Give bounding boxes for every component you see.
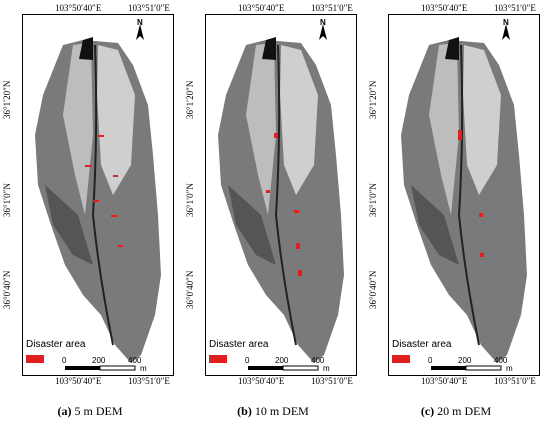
disaster-patch [118,245,123,247]
legend-swatch [26,355,44,363]
lat-label-left-top: 36°1′20″N [185,80,195,120]
legend-label: Disaster area [26,339,86,350]
map-panel-20m: 103°50′40″E 103°51′0″E 36°1′20″N 36°1′0″… [366,0,546,424]
panel-caption: (a) 5 m DEM [57,404,123,418]
lon-label-bottom-right: 103°51′0″E [128,376,170,386]
scale-tick-200: 200 [92,356,106,365]
scale-tick-0: 0 [62,356,67,365]
disaster-patch [296,243,300,249]
lon-label-top-right: 103°51′0″E [128,3,170,13]
disaster-patch [98,135,104,137]
lon-label-top-right: 103°51′0″E [311,3,353,13]
north-arrow-icon [319,24,327,40]
scale-tick-400: 400 [128,356,142,365]
dem-terrain [35,37,161,363]
scale-tick-0: 0 [245,356,250,365]
lon-label-top-left: 103°50′40″E [238,3,285,13]
disaster-patch [113,175,118,177]
lat-label-left-top: 36°1′20″N [2,80,12,120]
lat-label-left-bot: 36°0′40″N [2,270,12,310]
scale-tick-400: 400 [311,356,325,365]
scale-bar [431,365,502,371]
disaster-patch [294,210,299,213]
lat-label-left-bot: 36°0′40″N [368,270,378,310]
map-panel-10m: 103°50′40″E 103°51′0″E 36°1′20″N 36°1′0″… [183,0,363,424]
scale-unit: m [506,364,513,373]
lon-label-bottom-right: 103°51′0″E [311,376,353,386]
lon-label-top-left: 103°50′40″E [421,3,468,13]
scale-tick-400: 400 [494,356,508,365]
dem-terrain [401,37,527,363]
lon-label-bottom-right: 103°51′0″E [494,376,536,386]
scale-bar [248,365,319,371]
lat-label-left-mid: 36°1′0″N [2,183,12,217]
disaster-patch [480,253,484,257]
legend-label: Disaster area [209,339,269,350]
lon-label-top-right: 103°51′0″E [494,3,536,13]
disaster-patch [458,130,462,140]
map-frame [388,14,540,376]
map-frame [205,14,357,376]
scale-tick-200: 200 [275,356,289,365]
north-label: N [320,18,326,27]
north-label: N [503,18,509,27]
north-label: N [137,18,143,27]
scale-bar [65,365,136,371]
lat-label-left-top: 36°1′20″N [368,80,378,120]
lat-label-left-mid: 36°1′0″N [185,183,195,217]
map-frame [22,14,174,376]
disaster-patch [85,165,92,167]
disaster-patch [298,270,302,276]
lon-label-bottom-left: 103°50′40″E [55,376,102,386]
scale-tick-200: 200 [458,356,472,365]
legend-swatch [209,355,227,363]
scale-unit: m [140,364,147,373]
lon-label-bottom-left: 103°50′40″E [421,376,468,386]
disaster-patch [93,200,99,202]
disaster-patch [266,190,270,193]
north-arrow-icon [136,24,144,40]
panel-caption: (c) 20 m DEM [420,404,492,418]
disaster-patch [479,213,483,217]
disaster-patch [274,133,278,138]
scale-tick-0: 0 [428,356,433,365]
map-panel-5m: 103°50′40″E 103°51′0″E 36°1′20″N 36°1′0″… [0,0,180,424]
disaster-patch [111,215,117,217]
lat-label-left-bot: 36°0′40″N [185,270,195,310]
scale-unit: m [323,364,330,373]
legend-label: Disaster area [392,339,452,350]
panel-caption: (b) 10 m DEM [237,404,309,418]
dem-terrain [218,37,344,363]
lon-label-bottom-left: 103°50′40″E [238,376,285,386]
legend-swatch [392,355,410,363]
north-arrow-icon [502,24,510,40]
lat-label-left-mid: 36°1′0″N [368,183,378,217]
lon-label-top-left: 103°50′40″E [55,3,102,13]
